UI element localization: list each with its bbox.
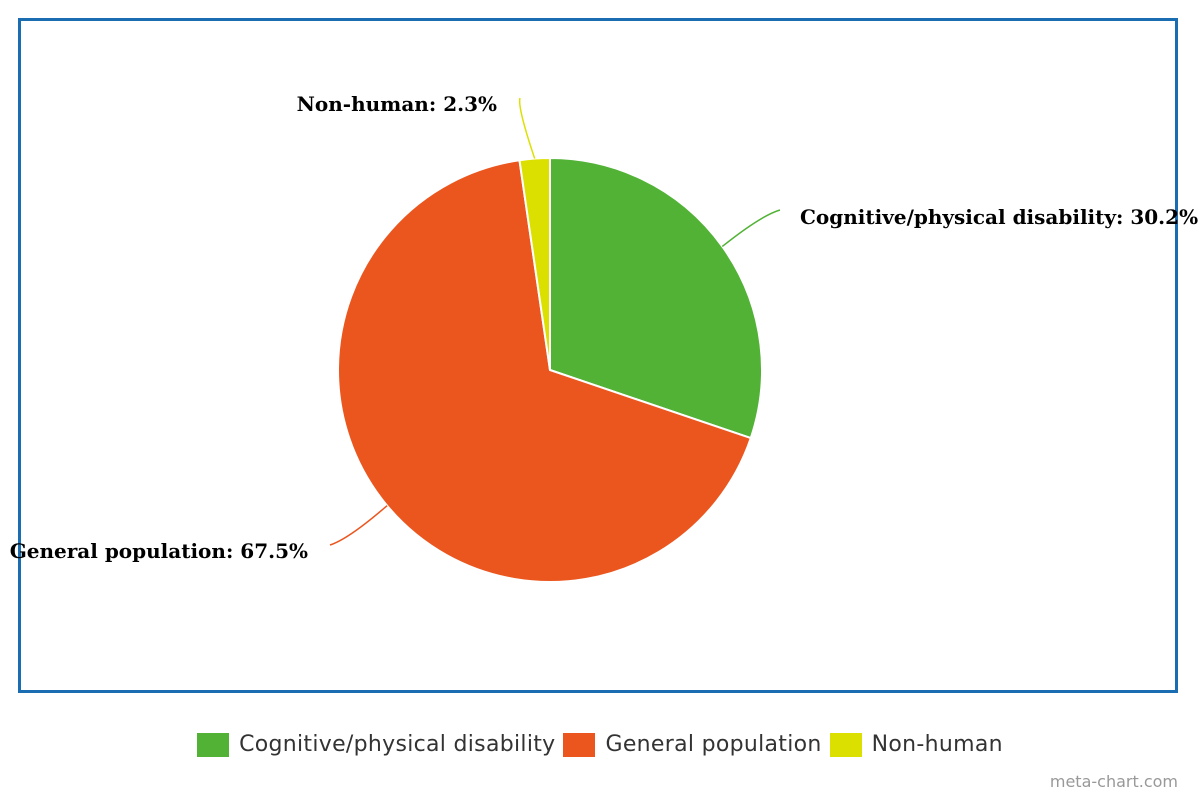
slice-label-general-population: General population: 67.5%: [10, 539, 308, 563]
pie-slice-non-human: [518, 157, 551, 371]
slice-label-non-human: Non-human: 2.3%: [297, 92, 497, 116]
legend-item-cognitive-physical-disability[interactable]: Cognitive/physical disability: [197, 732, 555, 757]
legend-swatch: [197, 732, 230, 757]
legend-label: Non-human: [871, 732, 1003, 757]
legend-item-general-population[interactable]: General population: [563, 732, 821, 757]
legend-label: General population: [605, 732, 822, 757]
pie-slice-general-population: [337, 159, 752, 583]
slice-label-cognitive-physical-disability: Cognitive/physical disability: 30.2%: [800, 205, 1198, 229]
watermark: meta-chart.com: [1049, 772, 1178, 791]
leader-line-general-population: [329, 505, 388, 546]
leader-line-non-human: [518, 97, 536, 159]
legend-item-non-human[interactable]: Non-human: [829, 732, 1003, 757]
slice-labels: Cognitive/physical disability: 30.2% Gene…: [10, 92, 1198, 563]
pie-slices: [337, 157, 763, 583]
leader-lines: [329, 97, 781, 546]
chart-frame: [18, 18, 1178, 693]
legend-label: Cognitive/physical disability: [239, 732, 556, 757]
legend-swatch: [563, 732, 596, 757]
legend: Cognitive/physical disability General pop…: [0, 732, 1200, 757]
legend-swatch: [829, 732, 862, 757]
leader-line-cognitive-physical-disability: [721, 209, 781, 248]
